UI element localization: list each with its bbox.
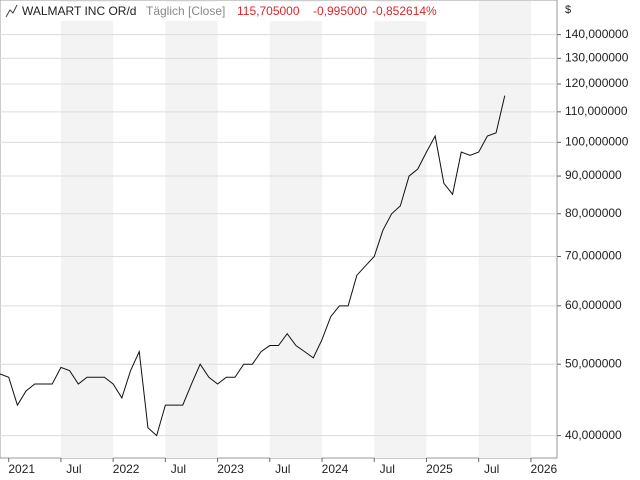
- last-price: 115,705000: [237, 4, 300, 18]
- shaded-band: [165, 1, 218, 458]
- y-axis-label: $: [565, 4, 571, 16]
- shaded-band: [60, 1, 114, 458]
- y-tick-label: 130,000000: [565, 51, 629, 65]
- shaded-band: [478, 1, 531, 458]
- y-tick-label: 50,000000: [565, 356, 622, 370]
- y-tick-label: 120,000000: [565, 76, 629, 90]
- y-tick-label: 100,000000: [565, 135, 629, 149]
- x-tick-label: 2023: [217, 462, 244, 476]
- x-tick-label: Jul: [484, 462, 499, 476]
- y-tick-label: 70,000000: [565, 249, 622, 263]
- chart-subtitle: Täglich [Close]: [146, 4, 225, 18]
- change: -0,995000: [313, 4, 367, 18]
- shaded-band: [374, 1, 427, 458]
- x-tick-label: Jul: [380, 462, 395, 476]
- x-tick-label: Jul: [66, 462, 81, 476]
- chart-icon: [5, 4, 18, 18]
- y-tick-label: 60,000000: [565, 298, 622, 312]
- chart-title: WALMART INC OR/d: [22, 4, 136, 18]
- x-tick-label: Jul: [171, 462, 186, 476]
- price-line: [0, 95, 506, 437]
- y-tick-label: 80,000000: [565, 206, 622, 220]
- x-tick-label: 2024: [322, 462, 349, 476]
- shaded-band: [269, 1, 323, 458]
- change-pct: -0,852614%: [372, 4, 437, 18]
- y-tick-label: 40,000000: [565, 428, 622, 442]
- x-tick-label: 2025: [426, 462, 453, 476]
- y-tick-label: 90,000000: [565, 168, 622, 182]
- x-tick-label: 2021: [8, 462, 35, 476]
- title-box: [2, 2, 450, 21]
- y-tick-label: 140,000000: [565, 27, 629, 41]
- x-tick-label: Jul: [275, 462, 290, 476]
- y-tick-label: 110,000000: [565, 104, 628, 118]
- x-tick-label: 2022: [113, 462, 140, 476]
- x-tick-label: 2026: [531, 462, 558, 476]
